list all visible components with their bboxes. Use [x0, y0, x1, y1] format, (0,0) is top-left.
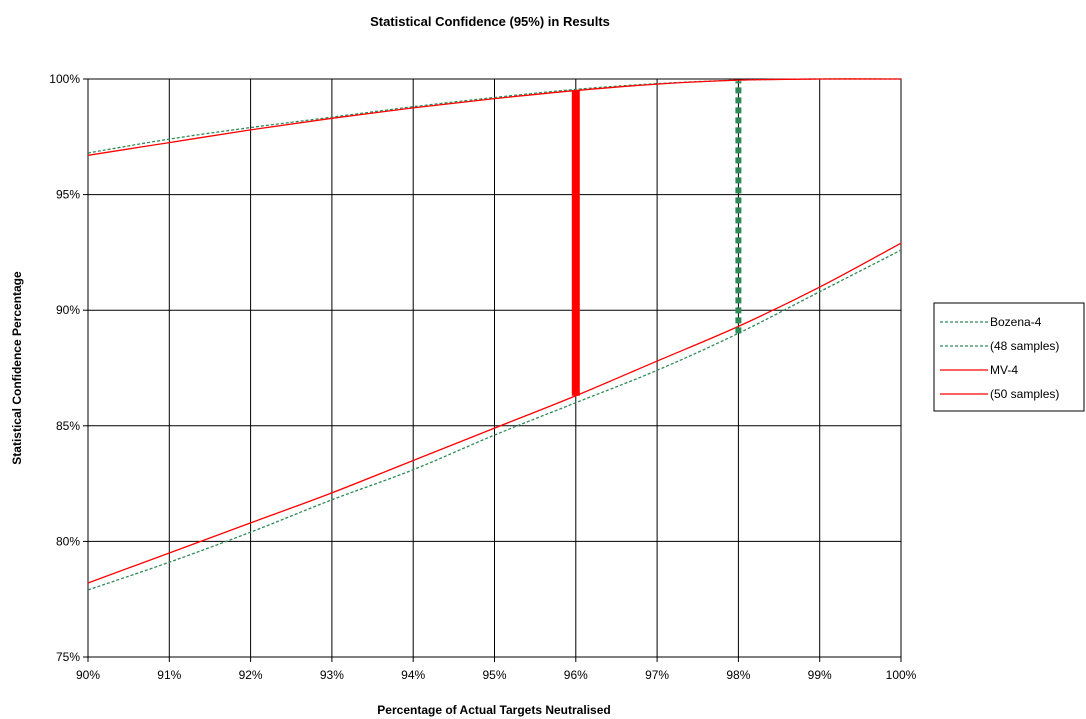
- y-tick-label: 75%: [56, 650, 80, 664]
- x-tick-label: 94%: [401, 668, 425, 682]
- x-axis-label: Percentage of Actual Targets Neutralised: [377, 703, 610, 717]
- y-tick-label: 80%: [56, 534, 80, 548]
- plot-area: [87, 78, 902, 658]
- x-tick-label: 96%: [564, 668, 588, 682]
- x-tick-label: 100%: [886, 668, 917, 682]
- x-tick-label: 95%: [482, 668, 506, 682]
- x-tick-label: 92%: [239, 668, 263, 682]
- chart-title: Statistical Confidence (95%) in Results: [370, 14, 610, 29]
- y-tick-label: 95%: [56, 188, 80, 202]
- x-axis-ticks: 90% 91% 92% 93% 94% 95% 96% 97% 98% 99% 100%: [76, 657, 917, 682]
- legend-label: Bozena-4: [990, 315, 1042, 329]
- y-tick-label: 100%: [49, 72, 80, 86]
- series-line-3: [87, 78, 902, 156]
- x-tick-label: 93%: [320, 668, 344, 682]
- series-line-2: [87, 249, 902, 591]
- legend: Bozena-4 (48 samples) MV-4 (50 samples): [933, 302, 1085, 412]
- series-group: [87, 78, 902, 591]
- y-tick-label: 90%: [56, 303, 80, 317]
- legend-label: (50 samples): [990, 387, 1059, 401]
- interval-bars: [571, 81, 742, 396]
- series-line-4: [87, 242, 902, 584]
- y-tick-label: 85%: [56, 419, 80, 433]
- x-tick-label: 91%: [157, 668, 181, 682]
- legend-box: [933, 302, 1085, 412]
- y-axis-label: Statistical Confidence Percentage: [10, 271, 24, 465]
- series-line-1: [87, 78, 902, 154]
- x-tick-label: 90%: [76, 668, 100, 682]
- legend-label: MV-4: [990, 363, 1018, 377]
- y-axis-ticks: 75% 80% 85% 90% 95% 100%: [49, 72, 88, 664]
- x-tick-label: 98%: [726, 668, 750, 682]
- legend-label: (48 samples): [990, 339, 1059, 353]
- x-tick-label: 97%: [645, 668, 669, 682]
- x-tick-label: 99%: [808, 668, 832, 682]
